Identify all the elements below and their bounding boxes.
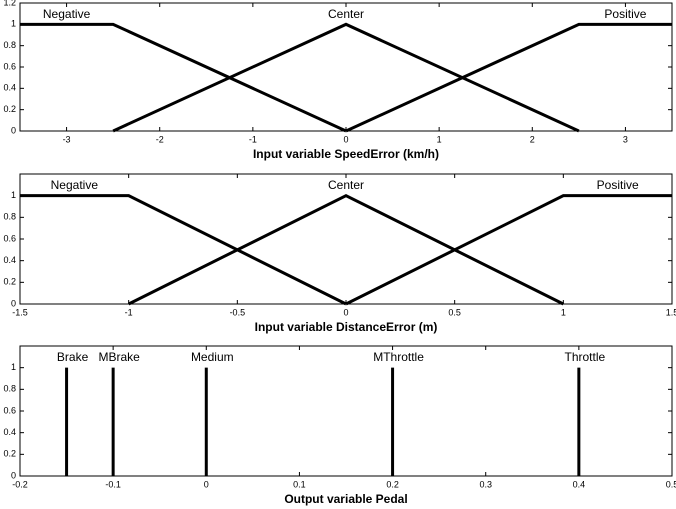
x-tick-label: 1 [437,134,442,144]
y-tick-label: 0 [11,298,16,308]
series-label: Negative [51,178,99,192]
membership-line [345,22,672,133]
axis-title: Output variable Pedal [284,492,407,506]
series-label: Positive [597,178,639,192]
x-tick-label: 0 [204,479,209,489]
x-tick-label: 0.5 [448,307,461,317]
y-tick-label: 1 [11,190,16,200]
x-tick-label: -2 [156,134,164,144]
x-tick-label: 1.5 [666,307,676,317]
x-tick-label: -0.2 [12,479,28,489]
x-tick-label: -3 [63,134,71,144]
y-tick-label: 0.2 [3,449,16,459]
y-tick-label: 0 [11,125,16,135]
series-label: Medium [191,350,234,364]
x-tick-label: 0.1 [293,479,306,489]
membership-line [20,22,347,133]
y-tick-label: 0 [11,470,16,480]
membership-line [112,22,580,133]
series-label: Center [328,178,364,192]
x-tick-label: -1 [249,134,257,144]
x-tick-label: -0.5 [230,307,246,317]
y-tick-label: 0.2 [3,277,16,287]
y-tick-label: 0.6 [3,405,16,415]
y-tick-label: 0.8 [3,384,16,394]
axis-title: Input variable SpeedError (km/h) [253,147,439,161]
y-tick-label: 1 [11,362,16,372]
x-tick-label: -0.1 [105,479,121,489]
x-tick-label: 0.2 [386,479,399,489]
series-label: Throttle [565,350,606,364]
x-tick-label: 1 [561,307,566,317]
series-label: Brake [57,350,89,364]
y-tick-label: 0.4 [3,83,16,93]
axis-title: Input variable DistanceError (m) [255,320,438,334]
series-label: Negative [43,7,91,21]
y-tick-label: 0.2 [3,104,16,114]
y-tick-label: 0.4 [3,427,16,437]
x-tick-label: 0 [343,134,348,144]
y-tick-label: 0.8 [3,40,16,50]
plot-area [19,345,673,477]
membership-line [20,194,347,306]
y-tick-label: 0.6 [3,61,16,71]
x-tick-label: 0 [343,307,348,317]
x-tick-label: 3 [623,134,628,144]
series-label: MBrake [98,350,140,364]
x-tick-label: 2 [530,134,535,144]
x-tick-label: 0.5 [666,479,676,489]
plot-area [19,2,673,132]
y-tick-label: 0.8 [3,212,16,222]
plot-area [19,173,673,305]
x-tick-label: 0.3 [479,479,492,489]
x-tick-label: 0.4 [573,479,586,489]
y-tick-label: 1 [11,19,16,29]
y-tick-label: 0.6 [3,233,16,243]
x-tick-label: -1 [125,307,133,317]
series-label: MThrottle [373,350,424,364]
y-tick-label: 1.2 [3,0,16,7]
membership-line [345,194,672,306]
membership-line [127,193,565,306]
x-tick-label: -1.5 [12,307,28,317]
series-label: Positive [604,7,646,21]
y-tick-label: 0.4 [3,255,16,265]
series-label: Center [328,7,364,21]
